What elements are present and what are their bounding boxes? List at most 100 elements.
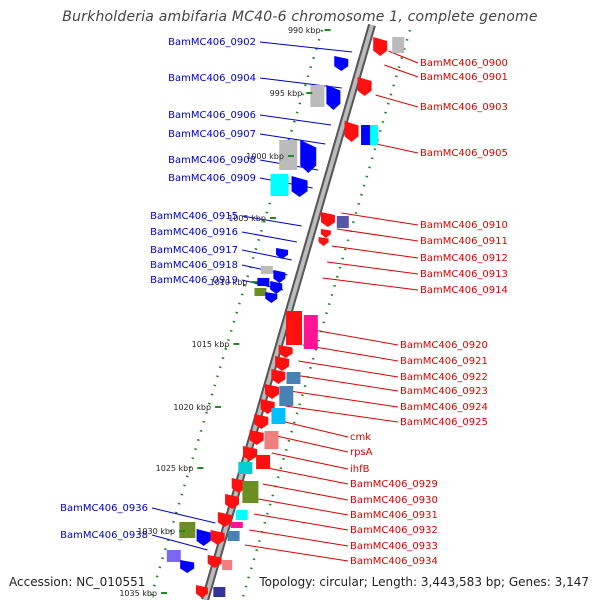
left-gene-label[interactable]: BamMC406_0918 — [150, 260, 238, 271]
left-gene-label[interactable]: BamMC406_0915 — [150, 211, 238, 222]
right-gene-label[interactable]: BamMC406_0934 — [350, 556, 438, 567]
right-gene-label[interactable]: BamMC406_0913 — [420, 269, 508, 280]
right-leader-line — [298, 360, 399, 378]
kbp-label: 1015 kbp — [192, 340, 230, 349]
right-leader-line — [289, 390, 399, 408]
right-gene-label[interactable]: BamMC406_0932 — [350, 525, 438, 536]
gene-box — [336, 216, 349, 228]
gene-box — [179, 522, 196, 538]
left-gene-label[interactable]: BamMC406_0917 — [150, 245, 238, 256]
right-gene-label[interactable]: BamMC406_0911 — [420, 236, 508, 247]
gene-box — [303, 315, 318, 349]
right-leader-line — [244, 544, 349, 562]
kbp-label: 1020 kbp — [173, 403, 211, 412]
right-gene-label[interactable]: BamMC406_0925 — [400, 417, 488, 428]
right-gene-label[interactable]: BamMC406_0910 — [420, 220, 508, 231]
left-gene-label[interactable]: BamMC406_0907 — [168, 129, 256, 140]
gene-arrow — [320, 229, 331, 238]
left-gene-label[interactable]: BamMC406_0919 — [150, 275, 238, 286]
left-gene-label[interactable]: BamMC406_0936 — [60, 503, 148, 514]
left-leader-line — [151, 534, 208, 551]
gene-arrow — [273, 270, 286, 283]
kbp-label: 1025 kbp — [156, 464, 194, 473]
right-gene-label[interactable]: BamMC406_0930 — [350, 495, 438, 506]
inner-right-ruler — [240, 29, 412, 600]
right-gene-label[interactable]: ihfB — [350, 464, 370, 475]
left-leader-line — [259, 41, 353, 53]
right-gene-label[interactable]: BamMC406_0901 — [420, 72, 508, 83]
gene-arrow — [275, 356, 290, 371]
left-gene-label[interactable]: BamMC406_0908 — [168, 155, 256, 166]
right-leader-line — [280, 420, 349, 438]
gene-box — [230, 522, 243, 528]
right-leader-line — [294, 374, 399, 392]
right-leader-line — [271, 452, 349, 470]
gene-arrow — [344, 121, 359, 142]
right-leader-line — [307, 328, 399, 346]
kbp-label: 1030 kbp — [137, 527, 175, 536]
gene-arrow — [260, 399, 275, 414]
kbp-label: 1010 kbp — [210, 278, 248, 287]
right-gene-label[interactable]: BamMC406_0923 — [400, 386, 488, 397]
right-gene-label[interactable]: BamMC406_0921 — [400, 356, 488, 367]
gene-box — [271, 408, 286, 424]
right-gene-label[interactable]: BamMC406_0920 — [400, 340, 488, 351]
right-leader-line — [285, 405, 399, 423]
gene-box — [254, 288, 267, 296]
right-gene-label[interactable]: BamMC406_0900 — [420, 58, 508, 69]
right-leader-line — [302, 344, 399, 362]
topology-text: Topology: circular; Length: 3,443,583 bp… — [259, 575, 589, 589]
right-leader-line — [276, 435, 349, 453]
gene-arrow — [278, 345, 293, 358]
right-leader-line — [322, 277, 419, 291]
right-gene-label[interactable]: cmk — [350, 432, 371, 443]
gene-box — [166, 550, 181, 562]
right-gene-label[interactable]: BamMC406_0903 — [420, 102, 508, 113]
left-gene-label[interactable]: BamMC406_0909 — [168, 173, 256, 184]
gene-arrow — [217, 512, 232, 527]
gene-arrow — [326, 85, 341, 110]
gene-arrow — [373, 37, 388, 56]
gene-box — [361, 125, 372, 145]
gene-arrow — [300, 140, 317, 173]
right-gene-label[interactable]: BamMC406_0922 — [400, 372, 488, 383]
left-gene-label[interactable]: BamMC406_0904 — [168, 73, 256, 84]
gene-arrow — [318, 237, 329, 246]
right-leader-line — [253, 513, 349, 531]
right-leader-line — [336, 228, 419, 242]
right-gene-label[interactable]: BamMC406_0933 — [350, 541, 438, 552]
kbp-label: 990 kbp — [288, 26, 321, 35]
left-gene-label[interactable]: BamMC406_0906 — [168, 110, 256, 121]
gene-arrow — [254, 414, 269, 429]
left-leader-line — [259, 133, 326, 145]
gene-box — [392, 37, 405, 53]
right-gene-label[interactable]: BamMC406_0924 — [400, 402, 488, 413]
right-gene-label[interactable]: BamMC406_0912 — [420, 253, 508, 264]
gene-arrow — [231, 478, 246, 493]
right-gene-label[interactable]: rpsA — [350, 447, 373, 458]
gene-arrow — [334, 56, 349, 71]
right-gene-label[interactable]: BamMC406_0914 — [420, 285, 508, 296]
gene-arrow — [249, 430, 264, 445]
gene-box — [257, 278, 270, 286]
gene-box — [279, 386, 294, 406]
gene-arrow — [320, 212, 335, 227]
gene-arrow — [196, 529, 211, 546]
gene-box — [227, 531, 240, 541]
right-gene-label[interactable]: BamMC406_0929 — [350, 479, 438, 490]
kbp-label: 1000 kbp — [246, 152, 284, 161]
right-gene-label[interactable]: BamMC406_0905 — [420, 148, 508, 159]
left-gene-label[interactable]: BamMC406_0902 — [168, 37, 256, 48]
gene-box — [286, 372, 301, 384]
gene-box — [213, 587, 226, 597]
gene-arrow — [291, 176, 308, 197]
gene-arrow — [276, 248, 289, 259]
right-leader-line — [249, 529, 349, 547]
gene-box — [235, 510, 248, 520]
left-gene-label[interactable]: BamMC406_0938 — [60, 530, 148, 541]
right-gene-label[interactable]: BamMC406_0931 — [350, 510, 438, 521]
left-gene-label[interactable]: BamMC406_0916 — [150, 227, 238, 238]
gene-arrow — [265, 384, 280, 399]
gene-arrow — [180, 560, 195, 573]
left-leader-line — [241, 215, 302, 227]
